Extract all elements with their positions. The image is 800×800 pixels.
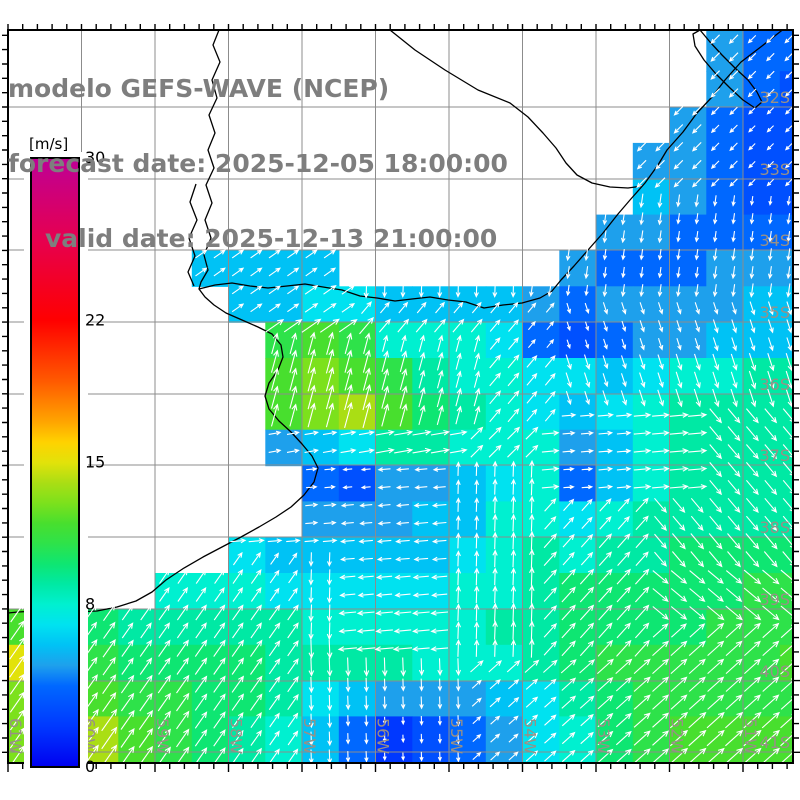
lat-label: 35S [759, 303, 790, 322]
colorbar-tick-label: 22 [85, 310, 105, 329]
lon-label: 53W [594, 718, 613, 754]
lon-label: 52W [668, 718, 687, 754]
lat-label: 36S [759, 375, 790, 394]
lon-label: 57W [300, 718, 319, 754]
lon-label: 54W [521, 718, 540, 754]
colorbar: [m/s] 30 22 15 8 0 [24, 135, 105, 776]
colorbar-unit-label: [m/s] [29, 135, 68, 153]
lon-labels: 61W 60W 59W 58W 57W 56W 55W 54W 53W 52W 51W [6, 718, 760, 754]
map-frame [7, 29, 794, 764]
lon-label: 56W [374, 718, 393, 754]
lat-label: 39S [759, 590, 790, 609]
lat-labels: 32S 33S 34S 35S 36S 37S 38S 39S 40S 41S [759, 88, 790, 752]
wind-arrows [9, 34, 793, 763]
colorbar-tick-label: 30 [85, 148, 105, 167]
lon-label: 59W [153, 718, 172, 754]
lon-label: 51W [741, 718, 760, 754]
lat-label: 37S [759, 446, 790, 465]
axis-ticks [2, 24, 800, 772]
lon-label: 58W [227, 718, 246, 754]
lat-label: 41S [759, 733, 790, 752]
colorbar-tick-label: 0 [85, 757, 95, 776]
lon-label: 61W [6, 718, 25, 754]
grid-lines [7, 30, 793, 763]
colorbar-tick-label: 8 [85, 595, 95, 614]
lat-label: 32S [759, 88, 790, 107]
lat-label: 38S [759, 518, 790, 537]
colorbar-tick-label: 15 [85, 453, 105, 472]
lat-label: 33S [759, 160, 790, 179]
lat-label: 40S [759, 662, 790, 681]
lat-label: 34S [759, 231, 790, 250]
colorbar-gradient [30, 157, 80, 768]
coastline [8, 30, 784, 614]
lon-label: 55W [447, 718, 466, 754]
